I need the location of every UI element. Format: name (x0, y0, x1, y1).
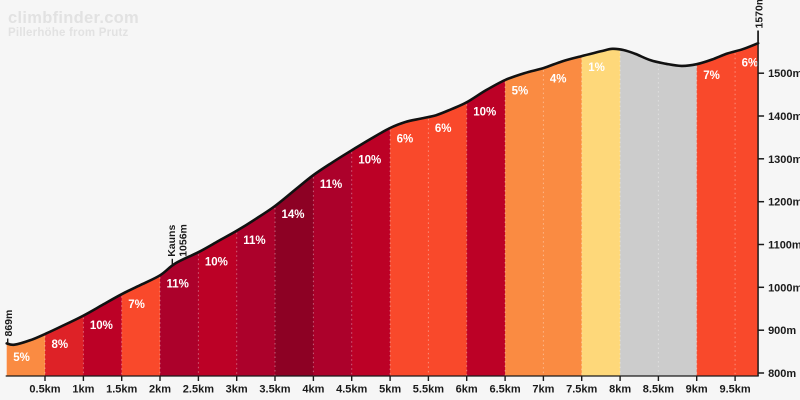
gradient-segment (313, 150, 353, 376)
x-tick-label: 3km (226, 384, 248, 396)
gradient-label: 6% (435, 123, 452, 135)
gradient-segment (505, 68, 544, 376)
gradient-segment (121, 275, 161, 376)
gradient-segment (620, 49, 659, 376)
x-tick-label: 1.5km (106, 384, 137, 396)
start-elevation-label: 869m (3, 310, 15, 337)
gradient-segment (390, 116, 429, 377)
x-tick-label: 4km (302, 384, 324, 396)
x-tick-label: 2km (149, 384, 171, 396)
gradient-segment (543, 56, 583, 376)
gradient-label: 14% (282, 209, 305, 221)
gradient-segment (236, 206, 276, 376)
gradient-segment (198, 230, 238, 376)
x-tick-label: 5km (379, 384, 401, 396)
waypoint-name: Kauns (166, 225, 178, 257)
gradient-label: 7% (703, 70, 720, 82)
gradient-label: 10% (205, 257, 228, 269)
gradient-label: 1% (588, 62, 605, 74)
x-tick-label: 5.5km (413, 384, 444, 396)
y-tick-label: 1000m (768, 282, 800, 294)
x-tick-label: 7km (532, 384, 554, 396)
x-tick-label: 2.5km (183, 384, 214, 396)
x-tick-label: 0.5km (29, 384, 60, 396)
elevation-line (5, 41, 760, 347)
x-tick-label: 9.5km (719, 384, 750, 396)
x-tick-label: 1km (72, 384, 94, 396)
y-tick-label: 1500m (768, 68, 800, 80)
gradient-label: 11% (243, 235, 265, 247)
gradient-label: 10% (358, 155, 381, 167)
y-tick-label: 800m (768, 368, 796, 380)
waypoint-elevation-label: 1056m (177, 224, 189, 257)
x-tick-label: 6.5km (489, 384, 520, 396)
y-tick-label: 1400m (768, 111, 800, 123)
gradient-segment (658, 62, 698, 376)
climb-title: Pillerhöhe from Prutz (8, 27, 129, 39)
gradient-segment (581, 48, 621, 377)
gradient-segment (83, 294, 123, 376)
y-tick-label: 1300m (768, 154, 800, 166)
gradient-segment (696, 51, 736, 377)
gradient-label: 11% (167, 279, 189, 291)
x-tick-label: 4.5km (336, 384, 367, 396)
gradient-segment (160, 252, 199, 376)
y-tick-label: 1200m (768, 197, 800, 209)
x-tick-label: 8km (609, 384, 631, 396)
x-tick-label: 6km (456, 384, 478, 396)
gradient-segment (735, 43, 759, 376)
gradient-label: 5% (512, 86, 529, 98)
gradient-segment (428, 102, 468, 377)
x-tick-label: 3.5km (259, 384, 290, 396)
gradient-label: 8% (52, 339, 69, 351)
gradient-segment (466, 80, 506, 376)
gradient-label: 5% (13, 352, 30, 364)
x-tick-label: 7.5km (566, 384, 597, 396)
x-tick-label: 8.5km (643, 384, 674, 396)
gradient-label: 6% (397, 133, 414, 145)
brand-logo: climbfinder.com (8, 9, 140, 27)
gradient-label: 11% (320, 179, 342, 191)
gradient-label: 10% (90, 320, 113, 332)
gradient-label: 10% (473, 107, 496, 119)
y-tick-label: 1100m (768, 239, 800, 251)
gradient-segment (275, 175, 314, 376)
gradient-label: 7% (128, 299, 145, 311)
x-tick-label: 9km (686, 384, 708, 396)
summit-elevation-label: 1570m (754, 0, 766, 29)
gradient-label: 4% (550, 74, 567, 86)
y-tick-label: 900m (768, 325, 796, 337)
gradient-label: 6% (742, 57, 759, 69)
gradient-segment (351, 128, 391, 376)
